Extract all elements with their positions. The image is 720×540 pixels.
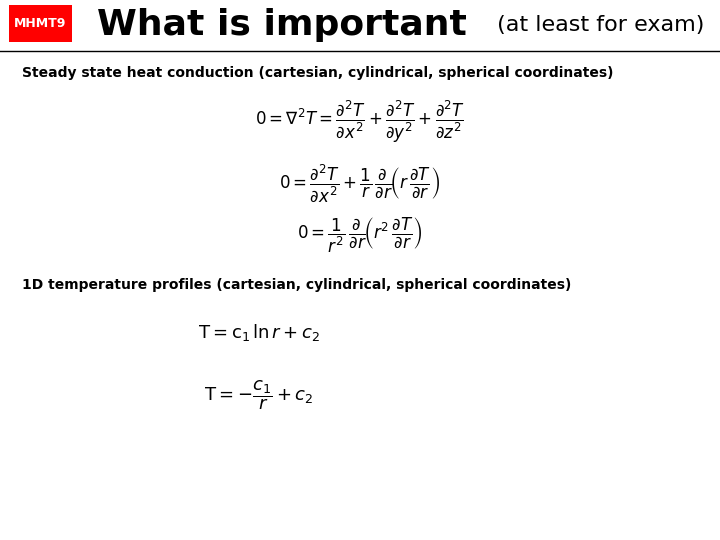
Text: $\mathrm{T{=}c_1\,ln\,}r + c_2$: $\mathrm{T{=}c_1\,ln\,}r + c_2$ bbox=[198, 322, 320, 342]
Text: Steady state heat conduction (cartesian, cylindrical, spherical coordinates): Steady state heat conduction (cartesian,… bbox=[22, 66, 613, 80]
Text: $0 = \dfrac{1}{r^2}\,\dfrac{\partial}{\partial r}\!\left(r^2\,\dfrac{\partial T}: $0 = \dfrac{1}{r^2}\,\dfrac{\partial}{\p… bbox=[297, 215, 423, 254]
FancyBboxPatch shape bbox=[9, 5, 72, 42]
Text: $0 = \dfrac{\partial^2 T}{\partial x^2} + \dfrac{1}{r}\,\dfrac{\partial}{\partia: $0 = \dfrac{\partial^2 T}{\partial x^2} … bbox=[279, 163, 441, 204]
Text: 1D temperature profiles (cartesian, cylindrical, spherical coordinates): 1D temperature profiles (cartesian, cyli… bbox=[22, 278, 571, 292]
Text: (at least for exam): (at least for exam) bbox=[490, 15, 704, 36]
Text: What is important: What is important bbox=[97, 9, 467, 42]
Text: MHMT9: MHMT9 bbox=[14, 17, 66, 30]
Text: $\mathrm{T{=}{-}}\dfrac{c_1}{r} + c_2$: $\mathrm{T{=}{-}}\dfrac{c_1}{r} + c_2$ bbox=[204, 379, 314, 412]
Text: $0 = \nabla^2 T = \dfrac{\partial^2 T}{\partial x^2} + \dfrac{\partial^2 T}{\par: $0 = \nabla^2 T = \dfrac{\partial^2 T}{\… bbox=[255, 98, 465, 145]
